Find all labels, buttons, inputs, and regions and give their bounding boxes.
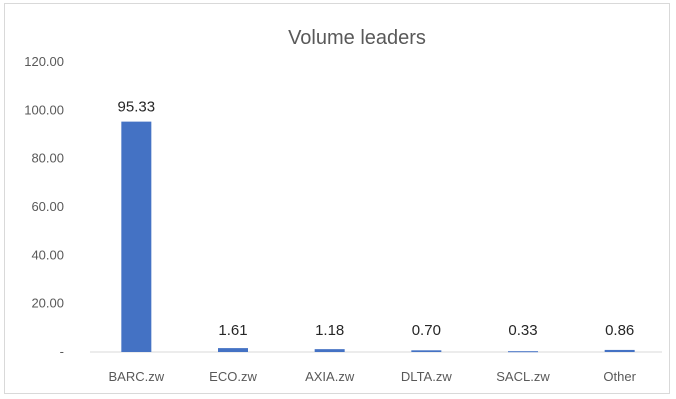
y-tick-label: 100.00	[24, 102, 64, 117]
y-tick-label: 80.00	[31, 151, 64, 166]
data-label: 0.33	[508, 322, 537, 339]
bar	[121, 121, 152, 352]
bar	[314, 349, 345, 352]
data-label: 0.86	[605, 322, 634, 339]
data-label: 95.33	[118, 99, 156, 116]
chart-title: Volume leaders	[288, 27, 426, 49]
x-tick-label: AXIA.zw	[305, 369, 355, 384]
data-labels: 95.33 1.61 1.18 0.70 0.33 0.86	[118, 99, 635, 339]
bar	[411, 350, 442, 352]
bar	[604, 349, 635, 352]
x-tick-label: SACL.zw	[496, 369, 550, 384]
x-axis: BARC.zw ECO.zw AXIA.zw DLTA.zw SACL.zw Other	[90, 351, 662, 384]
x-tick-label: DLTA.zw	[401, 369, 452, 384]
y-tick-label: 120.00	[24, 54, 64, 69]
y-tick-label: 40.00	[31, 247, 64, 262]
x-tick-label: BARC.zw	[109, 369, 165, 384]
bars	[121, 121, 635, 353]
data-label: 0.70	[412, 322, 441, 339]
data-label: 1.18	[315, 322, 344, 339]
x-tick-label: Other	[603, 369, 636, 384]
data-label: 1.61	[218, 322, 247, 339]
bar	[508, 351, 538, 353]
y-tick-label: 60.00	[31, 199, 64, 214]
y-tick-label: -	[60, 344, 64, 359]
y-tick-label: 20.00	[31, 296, 64, 311]
chart-frame	[4, 3, 670, 394]
x-tick-label: ECO.zw	[209, 369, 257, 384]
bar	[218, 348, 248, 352]
y-axis: - 20.00 40.00 60.00 80.00 100.00 120.00	[24, 54, 64, 359]
